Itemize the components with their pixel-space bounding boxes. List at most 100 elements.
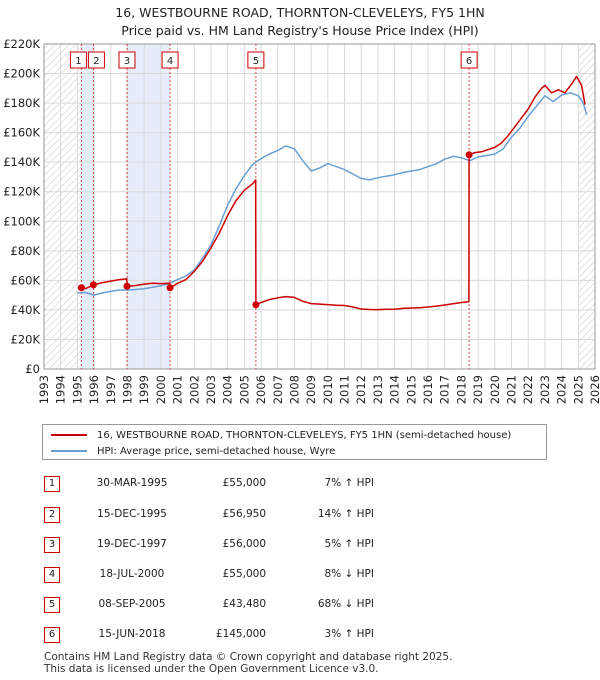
sale-marker-label: 5: [253, 56, 259, 67]
x-tick-label: 1998: [120, 375, 134, 404]
sale-row: 3 19-DEC-1997 £56,000 5% ↑ HPI: [44, 537, 564, 557]
y-tick-label: £40K: [11, 303, 41, 317]
chart-title: 16, WESTBOURNE ROAD, THORNTON-CLEVELEYS,…: [115, 5, 484, 20]
sale-marker-box: [118, 51, 136, 69]
sale-date: 19-DEC-1997: [97, 538, 167, 550]
y-tick-label: £60K: [11, 273, 41, 287]
x-tick-label: 2015: [404, 375, 418, 404]
x-tick-label: 2003: [204, 375, 218, 404]
y-tick-label: £0: [25, 362, 40, 376]
y-tick-label: £80K: [11, 244, 41, 258]
sale-number-badge: 1: [44, 476, 60, 492]
sale-marker-labels: 1 2 3 4 5 6: [69, 51, 478, 69]
sale-price: £56,000: [222, 538, 266, 550]
y-tick-label: £120K: [3, 185, 40, 199]
sale-marker-label: 2: [93, 56, 99, 67]
sale-number-badge: 3: [44, 537, 60, 553]
x-tick-label: 2017: [438, 375, 452, 404]
legend-entry-property: 16, WESTBOURNE ROAD, THORNTON-CLEVELEYS,…: [51, 427, 511, 443]
x-tick-label: 2013: [371, 375, 385, 404]
x-tick-label: 2009: [304, 375, 318, 404]
footer-licence: This data is licensed under the Open Gov…: [44, 663, 379, 675]
legend-label-hpi: HPI: Average price, semi-detached house,…: [97, 445, 336, 457]
sale-hpi-change: 8% ↓ HPI: [324, 568, 374, 580]
sale-number-badge: 4: [44, 567, 60, 583]
sale-point: [89, 281, 97, 289]
sale-marker-box: [69, 51, 87, 69]
x-tick-label: 2000: [154, 375, 168, 404]
x-tick-label: 2022: [521, 375, 535, 404]
hpi-line: [77, 92, 588, 296]
x-tick-label: 2001: [171, 375, 185, 404]
sale-number-badge: 5: [44, 597, 60, 613]
x-tick-label: 1997: [104, 375, 118, 404]
x-tick-label: 1995: [70, 375, 84, 404]
sale-marker-box: [247, 51, 265, 69]
x-tick-label: 2016: [421, 375, 435, 404]
sale-price: £43,480: [222, 598, 266, 610]
hatched-range: [578, 44, 595, 369]
shaded-range: [81, 44, 94, 369]
x-tick-label: 2020: [488, 375, 502, 404]
x-tick-label: 2011: [338, 375, 352, 404]
y-tick-label: £20K: [11, 332, 41, 346]
footer-copyright: Contains HM Land Registry data © Crown c…: [44, 651, 453, 663]
sale-row: 1 30-MAR-1995 £55,000 7% ↑ HPI: [44, 476, 564, 496]
legend-label-property: 16, WESTBOURNE ROAD, THORNTON-CLEVELEYS,…: [97, 429, 512, 441]
y-axis-ticks: £0 £20K £40K £60K £80K £100K £120K £140K £160K £1…: [3, 37, 40, 376]
legend-swatch-hpi: [51, 450, 87, 452]
sale-date: 18-JUL-2000: [99, 568, 165, 580]
sale-price: £55,000: [222, 568, 266, 580]
sale-hpi-change: 5% ↑ HPI: [324, 538, 374, 550]
sale-date: 08-SEP-2005: [98, 598, 166, 610]
sale-hpi-change: 7% ↑ HPI: [324, 477, 374, 489]
price-chart: 16, WESTBOURNE ROAD, THORNTON-CLEVELEYS,…: [3, 5, 600, 404]
x-tick-label: 2024: [555, 375, 569, 404]
x-tick-label: 1996: [87, 375, 101, 404]
x-tick-label: 2010: [321, 375, 335, 404]
sale-price: £55,000: [222, 477, 266, 489]
plot-frame: [43, 43, 596, 370]
x-tick-label: 2018: [454, 375, 468, 404]
sale-marker-label: 1: [75, 56, 81, 67]
chart-subtitle: Price paid vs. HM Land Registry's House …: [121, 23, 478, 38]
x-tick-label: 2007: [271, 375, 285, 404]
x-tick-label: 2012: [354, 375, 368, 404]
sale-row: 4 18-JUL-2000 £55,000 8% ↓ HPI: [44, 567, 564, 587]
sale-marker-label: 4: [167, 56, 173, 67]
sale-price: £145,000: [215, 628, 266, 640]
sale-marker-box: [87, 51, 105, 69]
sale-row: 5 08-SEP-2005 £43,480 68% ↓ HPI: [44, 597, 564, 617]
x-tick-label: 2023: [538, 375, 552, 404]
x-tick-label: 1993: [37, 375, 51, 404]
sale-hpi-change: 68% ↓ HPI: [317, 598, 374, 610]
y-tick-label: £220K: [3, 37, 40, 51]
y-tick-label: £140K: [3, 155, 40, 169]
chart-grid: [43, 43, 596, 370]
y-tick-label: £160K: [3, 126, 40, 140]
legend-entry-hpi: HPI: Average price, semi-detached house,…: [51, 443, 335, 459]
x-tick-label: 2026: [588, 375, 600, 404]
shaded-range: [126, 44, 171, 369]
property-price-line: [81, 75, 586, 311]
x-tick-label: 2008: [287, 375, 301, 404]
sale-row: 6 15-JUN-2018 £145,000 3% ↑ HPI: [44, 627, 564, 647]
x-tick-label: 2005: [237, 375, 251, 404]
x-axis-ticks: 1993 1994 1995 1996 1997 1998 1999 2000 2001 2002…: [37, 375, 600, 404]
sale-points: [77, 151, 473, 309]
sale-marker-label: 3: [124, 56, 130, 67]
x-tick-label: 2002: [187, 375, 201, 404]
x-tick-label: 2004: [221, 375, 235, 404]
sale-point: [123, 282, 131, 290]
y-tick-label: £100K: [3, 214, 40, 228]
x-tick-label: 2014: [388, 375, 402, 404]
x-tick-label: 1994: [54, 375, 68, 404]
sale-number-badge: 2: [44, 507, 60, 523]
sale-point: [252, 301, 260, 309]
y-tick-label: £180K: [3, 96, 40, 110]
sale-hpi-change: 14% ↑ HPI: [317, 508, 374, 520]
sale-date: 15-DEC-1995: [97, 508, 167, 520]
sale-date: 15-JUN-2018: [98, 628, 166, 640]
chart-series: [77, 75, 588, 311]
sale-point: [77, 284, 85, 292]
